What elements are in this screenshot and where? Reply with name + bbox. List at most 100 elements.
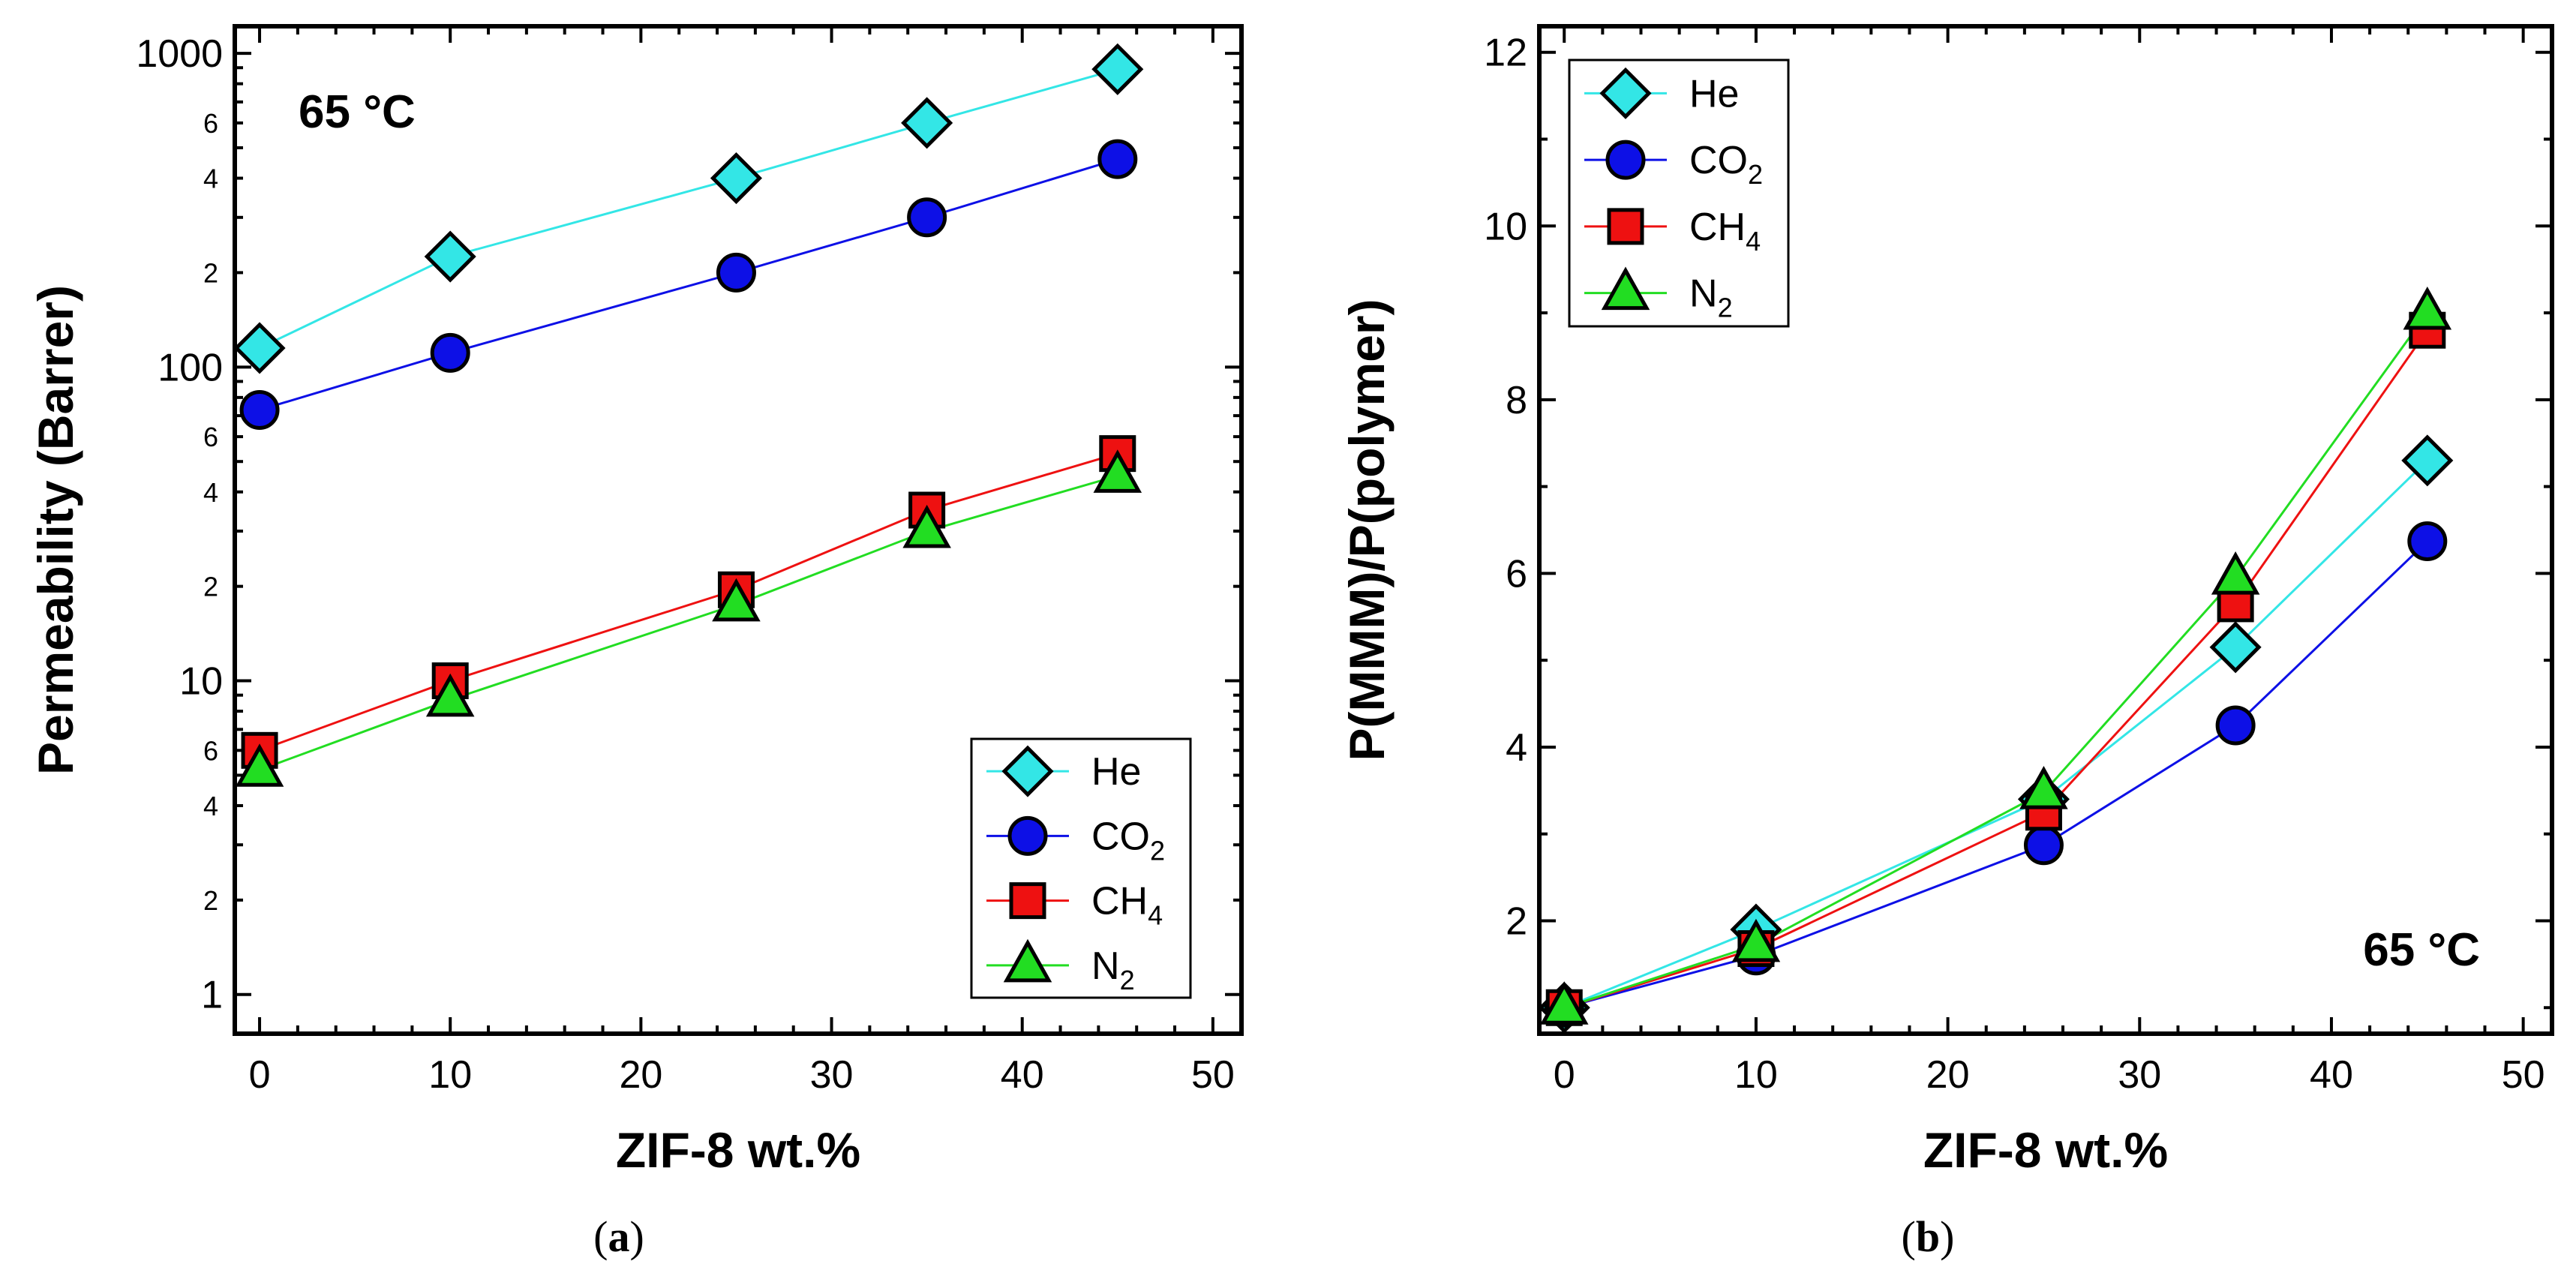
panel-a: 0 10 20 30 40 50 1 10 100 1000 2 4 6 2 4 6 2 4 6 ZIF-8 wt.%… [28,24,1244,1261]
caption-close: ) [1940,1212,1954,1261]
y-tick-label: 10 [1484,205,1527,248]
legend-marker-he [1001,745,1054,797]
series-line-ch4 [259,452,1118,752]
x-tick-label: 10 [1734,1053,1778,1097]
x-tick-label: 10 [428,1053,472,1097]
data-point-n2 [1093,449,1142,493]
legend-marker-n2 [1003,938,1052,983]
legend-label-main: He [1091,750,1141,794]
caption-close: ) [630,1212,644,1261]
x-tick-label: 40 [2310,1053,2353,1097]
data-point-he [1091,43,1144,95]
legend-label-main: CO [1689,139,1748,182]
legend-box [970,737,1192,999]
legend-marker-n2 [1601,266,1650,311]
plot-frame [1537,24,2554,1036]
data-point-he [710,152,762,205]
y-minor-label: 4 [203,791,218,821]
legend-label-main: N [1091,944,1120,988]
data-point-n2 [425,673,475,717]
x-axis-label: ZIF-8 wt.% [616,1122,860,1178]
data-point-he [2209,621,2262,674]
x-tick-label: 20 [1926,1053,1970,1097]
legend-marker-he [1599,67,1652,119]
data-point-co2 [239,389,280,430]
y-tick-label: 12 [1484,32,1527,75]
legend-marker-co2 [1007,815,1048,856]
temperature-annotation: 65 °C [2363,924,2480,976]
x-tick-label: 30 [2118,1053,2161,1097]
y-tick-label: 1 [201,974,223,1017]
data-point-co2 [2215,705,2256,746]
x-axis-label: ZIF-8 wt.% [1923,1122,2168,1178]
y-axis-label: P(MMM)/P(polymer) [1339,299,1395,761]
data-point-co2 [2023,825,2064,866]
data-point-co2 [907,197,947,238]
y-minor-label: 2 [203,572,218,602]
data-point-n2 [235,743,284,787]
legend-label-main: CH [1689,206,1746,249]
legend-label-n2: N2 [1091,944,1135,995]
caption-open: ( [1902,1212,1916,1261]
x-tick-label: 20 [619,1053,662,1097]
y-minor-label: 6 [203,422,218,452]
y-tick-label: 1000 [136,32,223,76]
y-tick-label: 2 [1506,899,1527,943]
data-point-n2 [2211,551,2260,595]
y-tick-label: 4 [1506,726,1527,770]
legend-label-subscript: 2 [1120,965,1135,995]
y-minor-label: 6 [203,108,218,139]
x-tick-label: 50 [1191,1053,1235,1097]
data-point-n2 [2403,286,2452,330]
x-tick-label: 30 [810,1053,854,1097]
panel-b: 0 10 20 30 40 50 2 4 6 8 10 12 ZIF-8 wt.% P(MMM)/P(po… [1339,24,2554,1261]
data-point-co2 [716,252,756,293]
x-tick-label: 50 [2502,1053,2545,1097]
legend-label-he: He [1689,72,1739,116]
legend-label-ch4: CH4 [1091,880,1163,931]
legend-label-main: N [1689,272,1718,316]
y-tick-label: 8 [1506,379,1527,422]
series-line-co2 [1563,540,2428,1009]
legend-label-main: He [1689,72,1739,116]
caption-letter: b [1916,1212,1940,1261]
series-line-ch4 [1563,329,2429,1009]
y-tick-label: 10 [179,660,223,704]
y-minor-label: 4 [203,164,218,194]
x-tick-label: 0 [249,1053,271,1097]
legend-marker-co2 [1605,140,1646,180]
data-point-he [2401,434,2454,487]
caption-letter: a [608,1212,630,1261]
legend-label-subscript: 4 [1746,226,1761,257]
y-minor-label: 2 [203,257,218,288]
y-tick-label: 6 [1506,552,1527,596]
y-minor-label: 6 [203,735,218,766]
data-point-co2 [2407,521,2448,562]
temperature-annotation: 65 °C [299,86,416,138]
data-point-n2 [1539,981,1589,1025]
legend-label-main: CH [1091,880,1148,923]
data-point-he [233,322,286,374]
legend-box [1568,59,1790,328]
data-point-n2 [2019,766,2068,809]
x-tick-label: 0 [1554,1053,1575,1097]
data-point-n2 [902,504,951,548]
legend-label-main: CO [1091,815,1150,858]
series-line-co2 [259,158,1118,411]
legend-label-subscript: 4 [1148,900,1163,931]
data-point-co2 [1097,139,1138,179]
data-point-he [424,230,476,283]
legend-label-n2: N2 [1689,272,1733,323]
data-point-n2 [712,578,761,622]
legend-label-co2: CO2 [1689,139,1763,190]
legend-label-co2: CO2 [1091,815,1165,866]
y-minor-label: 4 [203,477,218,508]
panel-caption: (b) [1902,1212,1955,1261]
legend-marker-ch4 [1009,882,1046,920]
legend-label-ch4: CH4 [1689,206,1761,257]
x-tick-label: 40 [1001,1053,1044,1097]
y-minor-label: 2 [203,885,218,916]
legend-label-subscript: 2 [1718,293,1733,323]
